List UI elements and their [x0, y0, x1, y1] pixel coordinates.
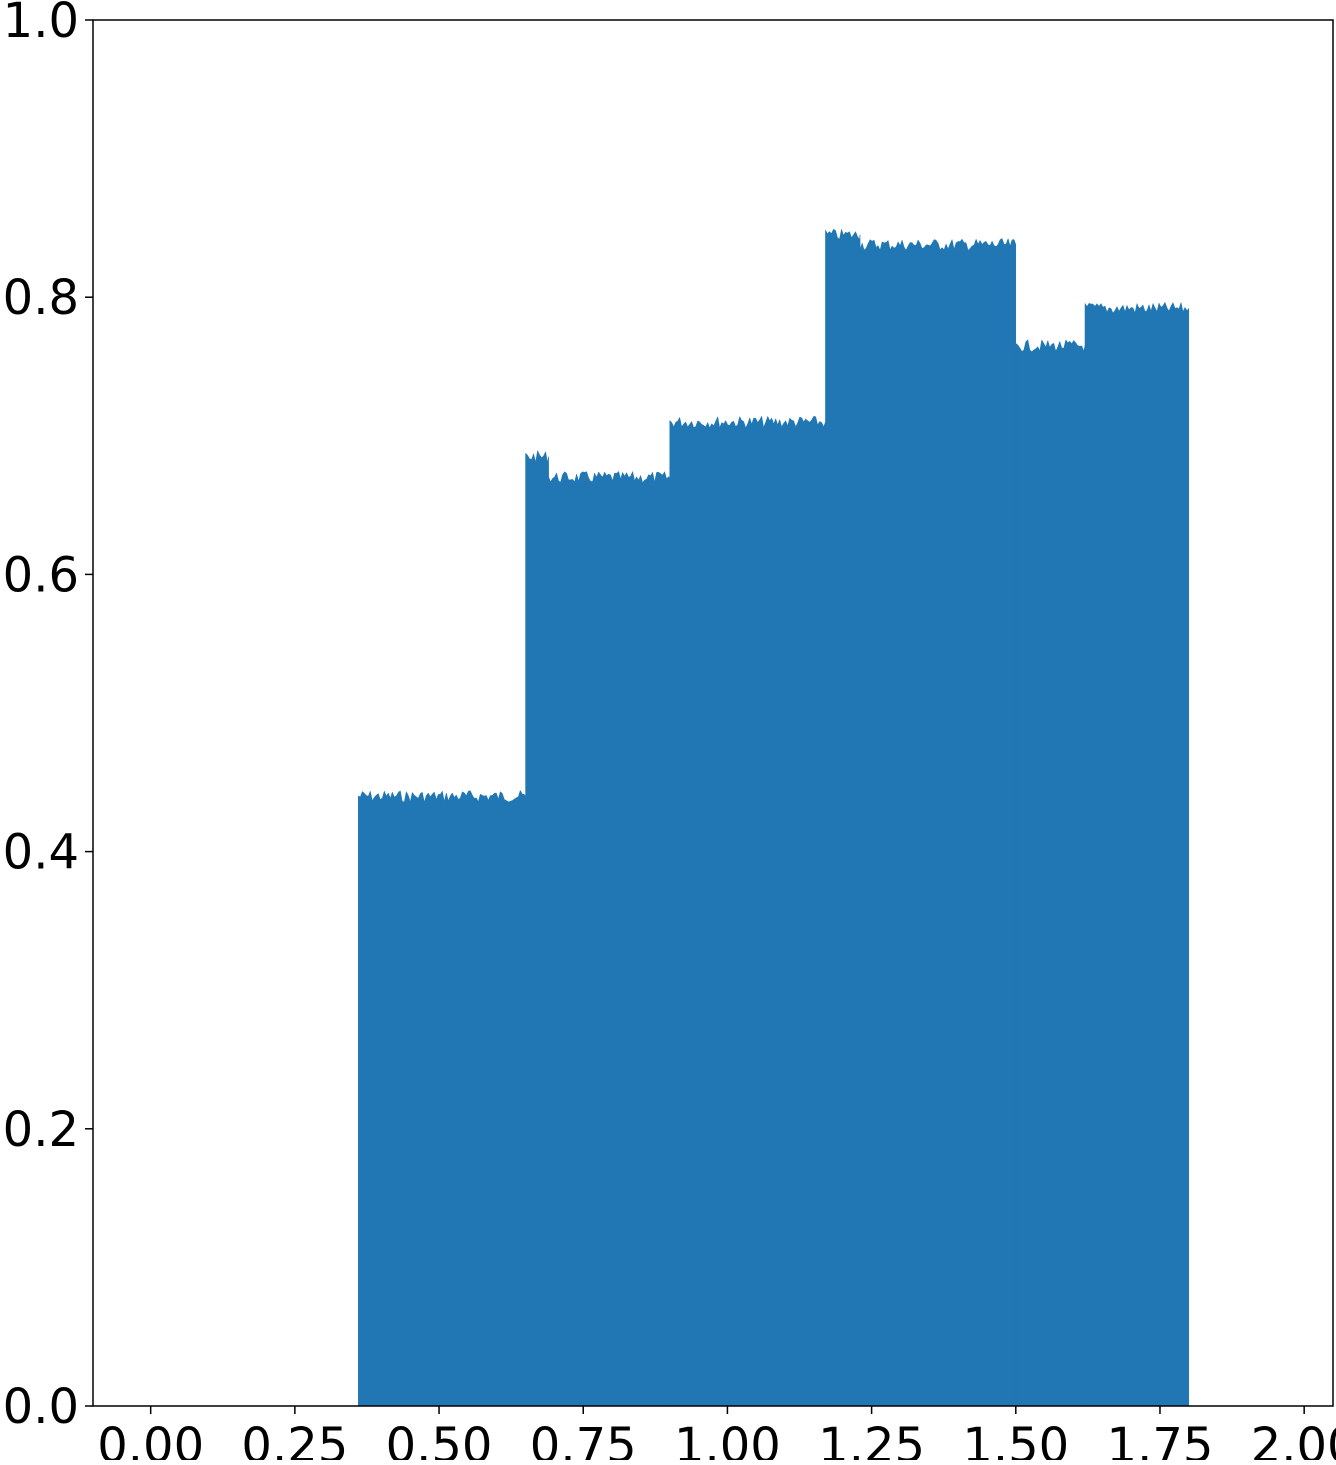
y-tick-label: 0.6 [3, 547, 79, 603]
x-tick-label: 0.75 [530, 1418, 637, 1460]
x-tick-label: 0.50 [386, 1418, 493, 1460]
x-tick-label: 1.50 [962, 1418, 1069, 1460]
x-tick-label: 1.00 [674, 1418, 781, 1460]
area-step-7 [1016, 340, 1085, 1406]
x-tick-label: 0.00 [97, 1418, 204, 1460]
y-tick-label: 0.2 [3, 1102, 79, 1158]
area-step-2 [526, 451, 549, 1406]
area-step-8 [1085, 302, 1189, 1406]
y-tick-label: 0.8 [3, 270, 79, 326]
area-step-5 [825, 229, 860, 1406]
y-tick-label: 0.0 [3, 1379, 79, 1435]
y-tick-label: 0.4 [3, 825, 79, 881]
plot-area [358, 229, 1189, 1406]
area-step-1 [358, 790, 525, 1406]
y-axis: 0.0 0.2 0.4 0.6 0.8 1.0 [3, 0, 93, 1435]
y-tick-label: 1.0 [3, 0, 79, 49]
x-tick-label: 0.25 [241, 1418, 348, 1460]
x-axis: 0.00 0.25 0.50 0.75 1.00 1.25 1.50 1.75 2.00 [97, 1406, 1336, 1460]
area-step-3 [549, 471, 670, 1406]
x-tick-label: 1.75 [1107, 1418, 1214, 1460]
area-step-4 [670, 416, 826, 1406]
x-tick-label: 2.00 [1251, 1418, 1336, 1460]
x-tick-label: 1.25 [818, 1418, 925, 1460]
area-step-6 [860, 239, 1016, 1407]
